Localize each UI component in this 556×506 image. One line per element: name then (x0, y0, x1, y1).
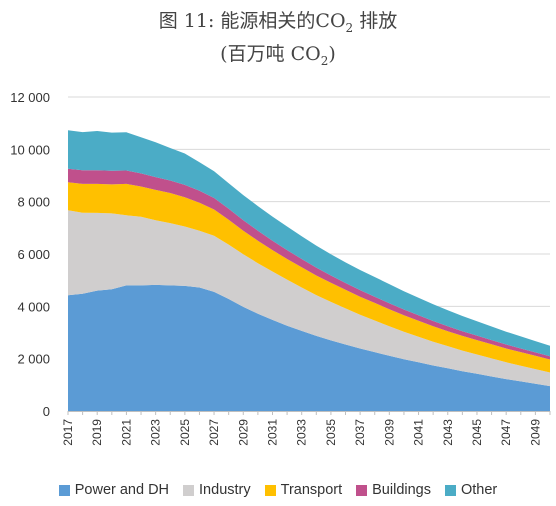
chart-title-subscript: 2 (345, 20, 354, 35)
y-tick-label: 2 000 (17, 352, 50, 367)
chart-unit-subscript: 2 (320, 53, 329, 68)
legend-label: Buildings (372, 482, 431, 498)
area-series-transport (68, 182, 550, 373)
area-series-power-and-dh (68, 284, 550, 411)
area-series-other (68, 130, 550, 357)
legend-item-buildings: Buildings (356, 482, 431, 498)
legend-item-transport: Transport (264, 482, 343, 498)
legend-label: Transport (280, 482, 343, 498)
legend-swatch (444, 484, 456, 496)
legend-item-other: Other (444, 482, 498, 498)
chart-unit-prefix: (百万吨 CO (220, 43, 321, 65)
area-series-buildings (68, 168, 550, 360)
legend-swatch (356, 484, 368, 496)
x-tick-label: 2033 (295, 419, 309, 446)
x-tick-label: 2029 (236, 419, 250, 446)
x-tick-label: 2045 (470, 419, 484, 446)
legend-item-industry: Industry (183, 482, 251, 498)
x-tick-label: 2019 (90, 419, 104, 446)
y-tick-label: 0 (43, 404, 50, 419)
legend-label: Industry (199, 482, 251, 498)
x-tick-label: 2049 (528, 419, 542, 446)
legend-swatch (264, 484, 276, 496)
legend-swatch (58, 484, 70, 496)
chart-unit-suffix: ) (328, 43, 336, 65)
x-tick-label: 2035 (324, 419, 338, 446)
legend-swatch (183, 484, 195, 496)
x-tick-label: 2023 (149, 419, 163, 446)
x-tick-label: 2027 (207, 419, 221, 446)
x-tick-label: 2039 (382, 419, 396, 446)
x-tick-label: 2043 (441, 419, 455, 446)
y-tick-label: 12 000 (10, 90, 50, 105)
x-tick-label: 2031 (265, 419, 279, 446)
x-tick-label: 2017 (61, 419, 75, 446)
legend-item-power-and-dh: Power and DH (58, 482, 170, 498)
x-tick-label: 2041 (412, 419, 426, 446)
y-tick-label: 6 000 (17, 247, 50, 262)
area-series-industry (68, 210, 550, 387)
chart-unit: (百万吨 CO2) (0, 39, 556, 68)
x-tick-label: 2021 (119, 419, 133, 446)
y-tick-label: 10 000 (10, 142, 50, 157)
chart-legend: Power and DH Industry Transport Buildings Ot… (0, 482, 556, 498)
legend-label: Other (460, 482, 498, 498)
chart-title: 图 11: 能源相关的CO2 排放 (0, 6, 556, 35)
chart-title-suffix: 排放 (353, 10, 398, 32)
x-tick-label: 2025 (178, 419, 192, 446)
chart-title-prefix: 图 11: 能源相关的CO (158, 10, 346, 32)
y-tick-label: 8 000 (17, 195, 50, 210)
x-tick-label: 2047 (499, 419, 513, 446)
y-tick-label: 4 000 (17, 299, 50, 314)
x-tick-label: 2037 (353, 419, 367, 446)
legend-label: Power and DH (74, 482, 170, 498)
